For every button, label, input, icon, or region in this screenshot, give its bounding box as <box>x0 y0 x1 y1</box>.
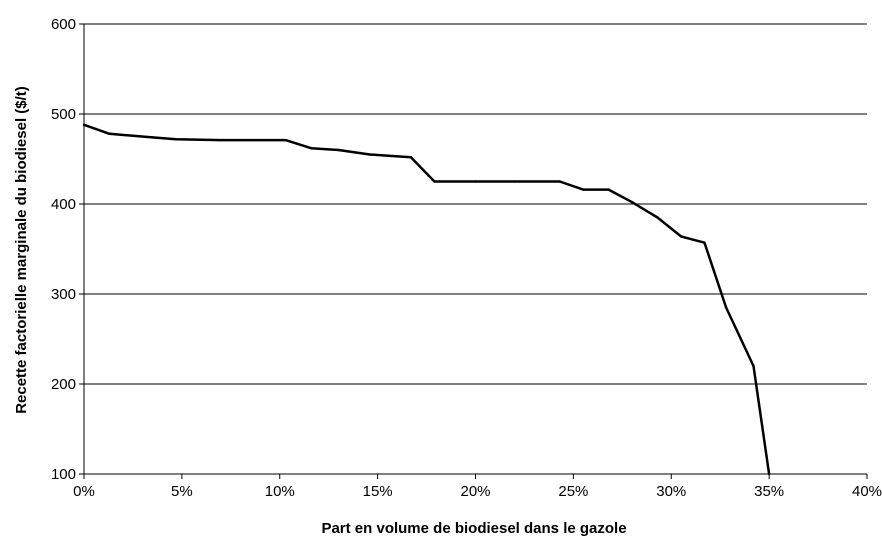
data-point-13 <box>558 180 561 183</box>
data-point-7 <box>337 148 340 152</box>
data-point-2 <box>151 136 154 139</box>
data-point-9 <box>409 156 413 159</box>
data-point-17 <box>656 216 659 219</box>
data-point-6 <box>309 147 313 150</box>
data-point-0 <box>82 123 86 127</box>
data-point-1 <box>108 132 111 135</box>
x-tick-label-4: 20% <box>460 483 490 500</box>
series-line-0 <box>83 123 771 475</box>
x-axis-title: Part en volume de biodiesel dans le gazo… <box>321 520 626 537</box>
x-tick-label-7: 35% <box>754 483 784 500</box>
axes <box>83 24 867 475</box>
x-tick-label-2: 10% <box>265 483 295 500</box>
y-tick-label-1: 200 <box>51 376 76 393</box>
data-point-4 <box>219 138 223 142</box>
data-point-10 <box>433 180 436 183</box>
data-point-12 <box>513 180 516 183</box>
x-tick-label-1: 5% <box>171 483 193 500</box>
data-point-5 <box>284 138 287 142</box>
x-tick-label-8: 40% <box>852 483 882 500</box>
data-point-3 <box>174 138 178 141</box>
x-tick-label-3: 15% <box>363 483 393 500</box>
y-tick-label-0: 100 <box>51 466 76 483</box>
data-point-11 <box>474 180 477 183</box>
data-point-20 <box>724 306 728 309</box>
series-group <box>82 123 771 476</box>
data-point-8 <box>368 153 371 156</box>
y-tick-label-5: 600 <box>51 16 76 33</box>
y-axis-tick-labels: 100 200 300 400 500 600 <box>51 16 84 483</box>
data-point-21 <box>752 364 755 368</box>
x-tick-label-5: 25% <box>558 483 588 500</box>
y-axis-title: Recette factorielle marginale du biodies… <box>13 86 30 414</box>
gridlines <box>84 23 867 385</box>
x-tick-label-0: 0% <box>73 483 95 500</box>
data-point-19 <box>703 241 706 244</box>
y-tick-label-3: 400 <box>51 196 76 213</box>
data-point-18 <box>679 235 683 238</box>
y-tick-label-4: 500 <box>51 106 76 123</box>
data-point-22 <box>767 472 771 476</box>
data-point-14 <box>581 188 585 191</box>
y-tick-label-2: 300 <box>51 286 76 303</box>
data-point-15 <box>607 188 610 191</box>
x-axis-tick-labels: 0% 5% 10% 15% 20% 25% 30% 35% 40% <box>73 474 882 500</box>
data-point-16 <box>630 201 634 204</box>
x-tick-label-6: 30% <box>656 483 686 500</box>
